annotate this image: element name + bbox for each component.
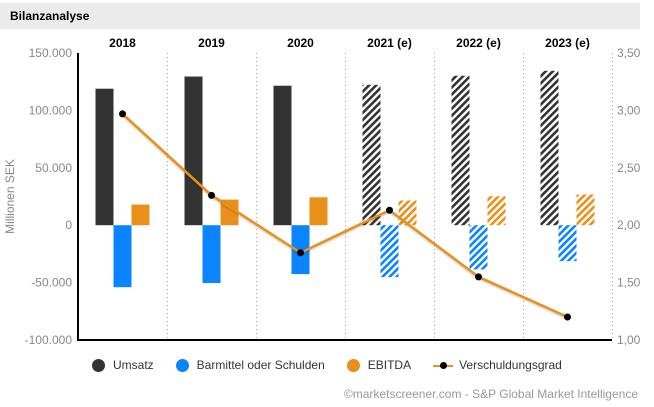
y-tick-label: 0	[65, 218, 72, 232]
y-axis-title: Millionen SEK	[3, 159, 17, 234]
x-tick-label: 2023 (e)	[545, 36, 590, 50]
legend-marker-barmittel	[175, 358, 189, 372]
bar-barmittel-oder-schulden-0	[113, 225, 132, 288]
legend-item-barmittel[interactable]: Barmittel oder Schulden	[175, 358, 325, 372]
bar-umsatz-4	[451, 75, 470, 226]
legend-label-barmittel: Barmittel oder Schulden	[196, 358, 325, 372]
x-tick-label: 2021 (e)	[367, 36, 412, 50]
y2-tick-label: 3,50	[617, 46, 641, 60]
point-verschuldungsgrad-0	[119, 110, 126, 118]
line-verschuldungsgrad	[121, 112, 569, 319]
x-tick-label: 2022 (e)	[456, 36, 501, 50]
point-verschuldungsgrad-3	[386, 206, 393, 214]
point-verschuldungsgrad-1	[208, 191, 215, 199]
bar-umsatz-0	[95, 88, 114, 226]
bar-ebitda-3	[398, 200, 417, 226]
bar-umsatz-2	[273, 85, 292, 226]
y2-tick-label: 2,50	[617, 161, 641, 175]
legend-marker-umsatz	[92, 358, 105, 372]
chart-legend: Umsatz Barmittel oder Schulden EBITDA Ve…	[92, 358, 584, 372]
legend-label-umsatz: Umsatz	[113, 358, 154, 372]
bar-ebitda-1	[220, 199, 239, 226]
legend-item-umsatz[interactable]: Umsatz	[92, 358, 154, 372]
bar-ebitda-4	[487, 196, 506, 226]
y2-tick-label: 3,00	[617, 103, 641, 117]
bar-barmittel-oder-schulden-4	[469, 225, 488, 270]
bar-ebitda-5	[576, 194, 595, 226]
legend-item-verschuldungsgrad[interactable]: Verschuldungsgrad	[433, 358, 562, 372]
point-verschuldungsgrad-4	[475, 273, 482, 281]
bar-barmittel-oder-schulden-1	[202, 225, 221, 284]
bar-umsatz-1	[184, 76, 203, 226]
point-verschuldungsgrad-5	[564, 313, 571, 321]
y-tick-label: 100.000	[29, 103, 73, 117]
bar-umsatz-5	[540, 70, 559, 226]
x-tick-label: 2018	[109, 36, 136, 50]
chart-title-bar: Bilanzanalyse	[0, 3, 640, 29]
legend-marker-verschuldungsgrad	[433, 359, 454, 372]
bar-ebitda-2	[309, 197, 328, 226]
x-tick-label: 2019	[198, 36, 225, 50]
point-verschuldungsgrad-2	[297, 249, 304, 257]
legend-label-ebitda: EBITDA	[367, 358, 412, 372]
legend-marker-ebitda	[346, 358, 360, 372]
y-tick-label: 50.000	[35, 161, 72, 175]
y2-tick-label: 2,00	[617, 218, 641, 232]
legend-item-ebitda[interactable]: EBITDA	[346, 358, 412, 372]
bar-umsatz-3	[362, 84, 381, 226]
y2-tick-label: 1,50	[617, 276, 641, 290]
x-tick-label: 2020	[287, 36, 314, 50]
y-tick-label: -100.000	[25, 333, 73, 347]
bar-ebitda-0	[131, 204, 150, 226]
y-tick-label: 150.000	[29, 46, 73, 60]
source-credit: ©marketscreener.com - S&P Global Market …	[343, 387, 638, 401]
y-tick-label: -50.000	[31, 276, 72, 290]
bar-barmittel-oder-schulden-5	[558, 225, 577, 262]
legend-label-verschuldungsgrad: Verschuldungsgrad	[459, 358, 562, 372]
chart-title: Bilanzanalyse	[10, 9, 90, 23]
bar-barmittel-oder-schulden-3	[380, 225, 399, 278]
y2-tick-label: 1,00	[617, 333, 641, 347]
